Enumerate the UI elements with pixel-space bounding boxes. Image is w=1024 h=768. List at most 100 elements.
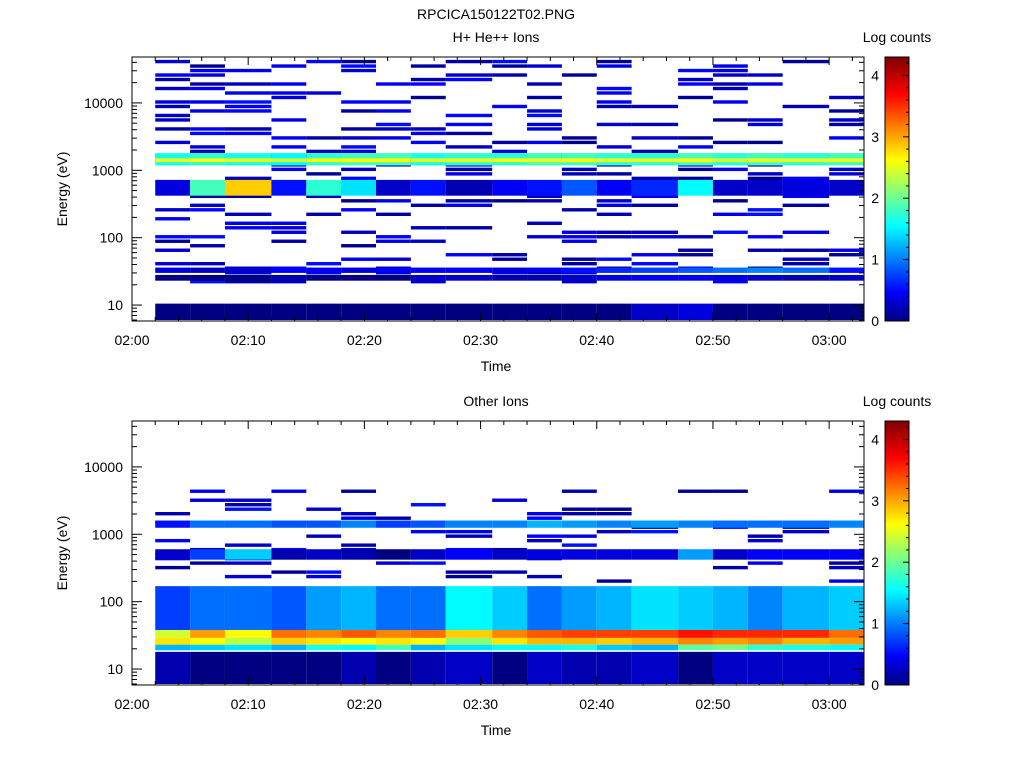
spectrogram-cell bbox=[829, 167, 864, 172]
spectrogram-band-cell bbox=[782, 637, 830, 645]
spectrogram-band-cell bbox=[492, 179, 528, 196]
spectrogram-cell bbox=[224, 561, 272, 565]
spectrogram-cell bbox=[829, 95, 864, 100]
spectrogram-cell bbox=[527, 221, 562, 225]
spectrogram-cell bbox=[155, 248, 191, 252]
spectrogram-band-cell bbox=[306, 303, 342, 321]
spectrogram-cell bbox=[782, 104, 830, 109]
spectrogram-cell bbox=[561, 512, 597, 516]
spectrogram-cell bbox=[631, 235, 679, 239]
spectrogram-band-cell bbox=[596, 549, 632, 560]
spectrogram-band-cell bbox=[561, 644, 597, 651]
panel2-title: Other Ions bbox=[463, 393, 528, 409]
spectrogram-band-cell bbox=[747, 274, 783, 281]
x-tick-label: 02:30 bbox=[463, 332, 498, 348]
spectrogram-cell bbox=[561, 279, 597, 284]
spectrogram-cell bbox=[712, 279, 748, 284]
spectrogram-cell bbox=[596, 579, 632, 583]
spectrogram-band-cell bbox=[527, 179, 562, 196]
spectrogram-band-cell bbox=[376, 158, 411, 163]
spectrogram-band-cell bbox=[271, 644, 307, 651]
spectrogram-band-cell bbox=[341, 158, 376, 163]
spectrogram-cell bbox=[306, 136, 342, 140]
x-tick-label: 02:40 bbox=[579, 696, 614, 712]
spectrogram-band-cell bbox=[492, 644, 528, 651]
spectrogram-band-cell bbox=[376, 629, 411, 638]
spectrogram-band-cell bbox=[190, 637, 225, 645]
spectrogram-band-cell bbox=[527, 644, 562, 651]
spectrogram-cell bbox=[596, 507, 632, 511]
spectrogram-cell bbox=[678, 82, 713, 86]
x-tick-label: 02:00 bbox=[114, 696, 149, 712]
spectrogram-band-cell bbox=[445, 520, 493, 528]
spectrogram-band-cell bbox=[155, 179, 191, 196]
spectrogram-band-cell bbox=[527, 651, 562, 685]
spectrogram-band-cell bbox=[492, 267, 528, 273]
spectrogram-cell bbox=[155, 104, 191, 109]
spectrogram-cell bbox=[712, 140, 748, 145]
spectrogram-band-cell bbox=[747, 303, 783, 321]
spectrogram-cell bbox=[492, 570, 528, 574]
spectrogram-band-cell bbox=[271, 651, 307, 685]
spectrogram-band-cell bbox=[678, 629, 713, 638]
spectrogram-cell bbox=[224, 221, 272, 225]
spectrogram-cell bbox=[712, 73, 748, 77]
spectrogram-cell bbox=[271, 226, 307, 230]
spectrogram-cell bbox=[712, 82, 748, 86]
spectrogram-cell bbox=[561, 140, 597, 145]
spectrogram-cell bbox=[341, 149, 376, 154]
spectrogram-band-cell bbox=[747, 179, 783, 196]
spectrogram-band-cell bbox=[527, 267, 562, 273]
spectrogram-cell bbox=[561, 262, 597, 266]
spectrogram-band-cell bbox=[492, 586, 528, 630]
spectrogram-cell bbox=[155, 113, 191, 118]
spectrogram-band-cell bbox=[631, 267, 679, 273]
panel1-title: H+ He++ Ions bbox=[453, 29, 540, 45]
spectrogram-cell bbox=[561, 239, 597, 243]
spectrogram-band-cell bbox=[410, 520, 446, 528]
spectrogram-band-cell bbox=[527, 637, 562, 645]
spectrogram-cell bbox=[561, 543, 597, 547]
spectrogram-cell bbox=[155, 512, 191, 516]
spectrogram-band-cell bbox=[410, 303, 446, 321]
spectrogram-band-cell bbox=[341, 303, 376, 321]
spectrogram-band-cell bbox=[445, 303, 493, 321]
x-tick-label: 02:50 bbox=[695, 696, 730, 712]
spectrogram-band-cell bbox=[712, 267, 748, 273]
spectrogram-cell bbox=[782, 529, 830, 534]
spectrogram-cell bbox=[224, 68, 272, 73]
spectrogram-cell bbox=[271, 570, 307, 574]
spectrogram-cell bbox=[829, 118, 864, 122]
spectrogram-cell bbox=[341, 199, 376, 203]
spectrogram-cell bbox=[155, 235, 191, 239]
spectrogram-band-cell bbox=[747, 520, 783, 528]
spectrogram-band-cell bbox=[410, 549, 446, 560]
spectrogram-cell bbox=[155, 86, 191, 91]
spectrogram-band-cell bbox=[561, 179, 597, 196]
spectrogram-cell bbox=[527, 516, 562, 520]
spectrogram-band-cell bbox=[492, 549, 528, 560]
spectrogram-band-cell bbox=[306, 179, 342, 196]
spectrogram-cell bbox=[747, 118, 783, 122]
spectrogram-cell bbox=[829, 172, 864, 176]
spectrogram-band-cell bbox=[224, 586, 272, 630]
spectrogram-band-cell bbox=[782, 267, 830, 273]
spectrogram-cell bbox=[747, 212, 783, 217]
spectrogram-band-cell bbox=[829, 520, 864, 528]
colorbar-tick-label: 1 bbox=[871, 616, 879, 632]
spectrogram-cell bbox=[712, 100, 748, 104]
spectrogram-cell bbox=[224, 104, 272, 109]
spectrogram-band-cell bbox=[561, 520, 597, 528]
spectrogram-cell bbox=[306, 91, 342, 95]
panel1-plot-frame bbox=[131, 56, 865, 322]
spectrogram-band-cell bbox=[712, 158, 748, 163]
spectrogram-cell bbox=[596, 235, 632, 239]
spectrogram-band-cell bbox=[596, 179, 632, 196]
spectrogram-cell bbox=[190, 73, 225, 77]
spectrogram-band-cell bbox=[527, 629, 562, 638]
spectrogram-cell bbox=[410, 131, 446, 136]
spectrogram-band-cell bbox=[596, 651, 632, 685]
spectrogram-cell bbox=[527, 82, 562, 86]
spectrogram-cell bbox=[492, 73, 528, 77]
spectrogram-cell bbox=[224, 176, 272, 181]
